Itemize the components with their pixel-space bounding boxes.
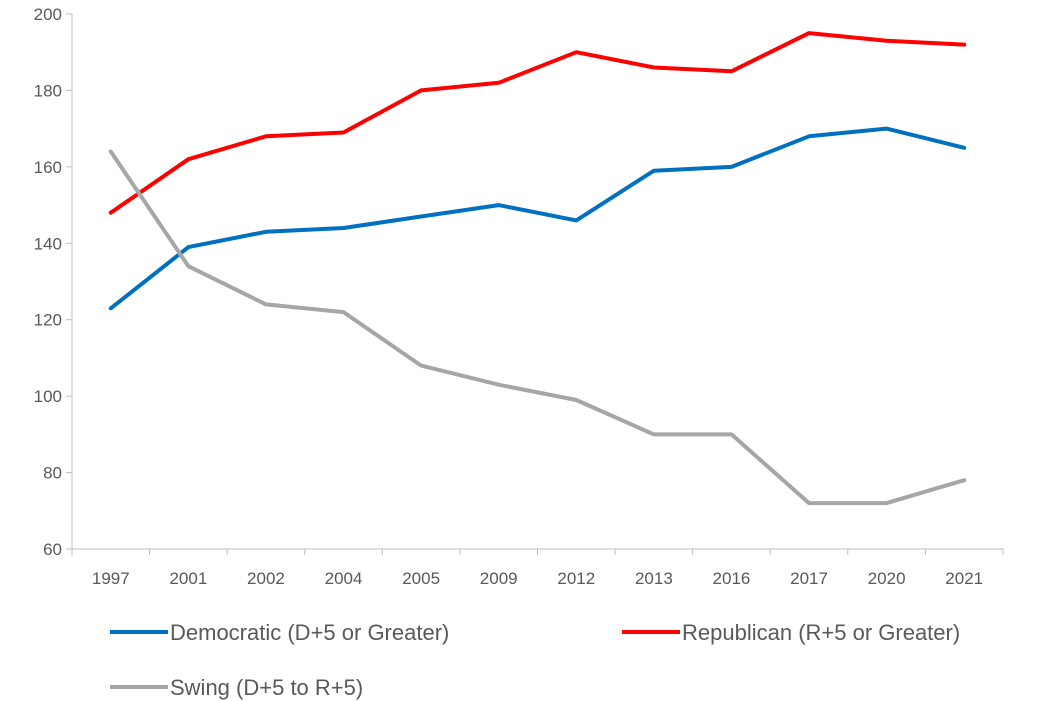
x-tick-label: 2016 [713,569,751,588]
legend: Democratic (D+5 or Greater) Republican (R… [110,620,960,700]
legend-label-1: Republican (R+5 or Greater) [682,620,960,645]
y-tick-label: 100 [34,387,62,406]
series-line-1 [108,31,967,215]
y-tick-label: 120 [34,311,62,330]
y-tick-label: 180 [34,81,62,100]
chart-axes [66,13,1004,555]
x-tick-label: 2021 [945,569,983,588]
x-tick-label: 2017 [790,569,828,588]
series-line-0 [108,126,967,311]
x-tick-label: 2002 [247,569,285,588]
x-axis-tick-labels: 1997 2001 2002 2004 2005 2009 2012 2013 2016 2017… [92,569,983,588]
x-tick-label: 2009 [480,569,518,588]
x-tick-label: 2012 [557,569,595,588]
legend-label-0: Democratic (D+5 or Greater) [170,620,449,645]
series-lines [108,31,967,506]
y-tick-label: 80 [43,464,62,483]
x-tick-label: 2004 [325,569,363,588]
legend-label-2: Swing (D+5 to R+5) [170,675,363,700]
y-tick-label: 60 [43,540,62,559]
y-axis-tick-labels: 60 80 100 120 140 160 180 200 [34,5,62,559]
x-tick-label: 2005 [402,569,440,588]
x-tick-label: 1997 [92,569,130,588]
y-tick-label: 160 [34,158,62,177]
y-tick-label: 140 [34,234,62,253]
y-tick-label: 200 [34,5,62,24]
x-tick-label: 2001 [169,569,207,588]
series-line-2 [108,149,967,506]
x-tick-label: 2013 [635,569,673,588]
x-tick-label: 2020 [868,569,906,588]
